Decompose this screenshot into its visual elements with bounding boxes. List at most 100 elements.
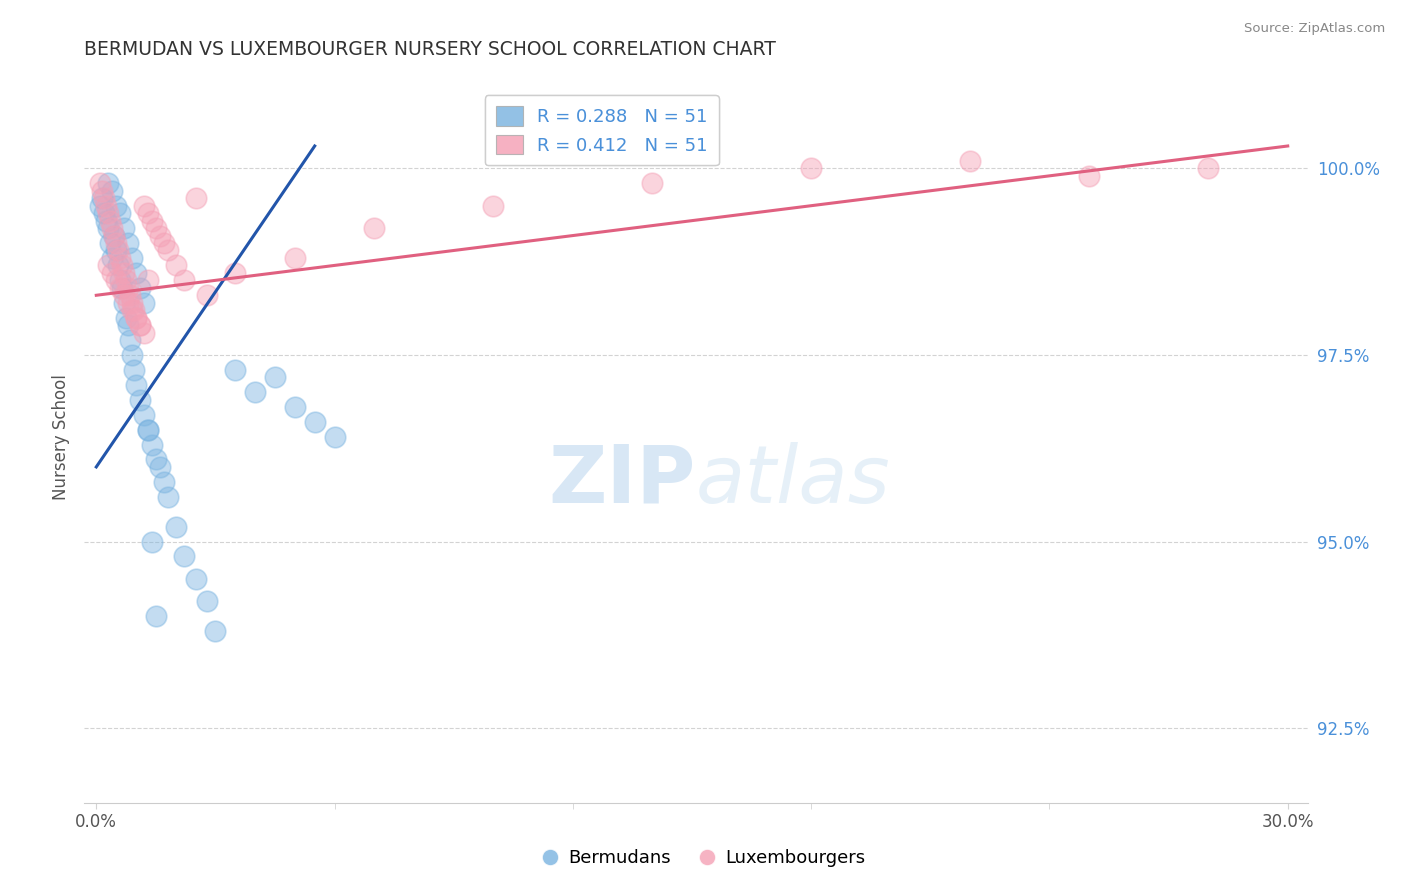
Point	[125, 266, 148, 280]
Point	[121, 348, 143, 362]
Point	[118, 288, 141, 302]
Point	[112, 266, 135, 280]
Point	[121, 303, 143, 318]
Point	[641, 177, 664, 191]
Point	[112, 288, 135, 302]
Point	[108, 273, 131, 287]
Point	[224, 266, 246, 280]
Point	[122, 303, 145, 318]
Text: atlas: atlas	[696, 442, 891, 520]
Point	[132, 199, 155, 213]
Point	[97, 259, 120, 273]
Point	[165, 259, 187, 273]
Point	[117, 295, 139, 310]
Point	[136, 423, 159, 437]
Point	[197, 288, 219, 302]
Point	[93, 191, 115, 205]
Text: Source: ZipAtlas.com: Source: ZipAtlas.com	[1244, 22, 1385, 36]
Point	[149, 228, 172, 243]
Point	[105, 273, 128, 287]
Point	[89, 177, 111, 191]
Point	[132, 326, 155, 340]
Point	[145, 221, 167, 235]
Point	[97, 221, 120, 235]
Point	[129, 392, 152, 407]
Point	[105, 199, 128, 213]
Point	[173, 273, 195, 287]
Point	[141, 534, 163, 549]
Point	[197, 594, 219, 608]
Point	[98, 213, 121, 227]
Point	[103, 228, 125, 243]
Point	[97, 177, 120, 191]
Point	[118, 333, 141, 347]
Point	[91, 191, 114, 205]
Point	[107, 244, 129, 258]
Point	[136, 423, 159, 437]
Point	[323, 430, 346, 444]
Point	[96, 213, 118, 227]
Point	[117, 281, 139, 295]
Point	[152, 235, 174, 250]
Point	[93, 206, 115, 220]
Point	[136, 206, 159, 220]
Point	[105, 244, 128, 258]
Point	[125, 377, 148, 392]
Point	[1197, 161, 1219, 176]
Point	[115, 273, 138, 287]
Point	[105, 235, 128, 250]
Point	[224, 363, 246, 377]
Point	[959, 153, 981, 168]
Point	[111, 281, 134, 295]
Point	[184, 572, 207, 586]
Point	[800, 161, 823, 176]
Point	[129, 318, 152, 332]
Point	[112, 221, 135, 235]
Point	[482, 199, 505, 213]
Point	[145, 609, 167, 624]
Point	[152, 475, 174, 489]
Point	[284, 401, 307, 415]
Point	[284, 251, 307, 265]
Point	[108, 281, 131, 295]
Point	[136, 273, 159, 287]
Point	[112, 295, 135, 310]
Point	[125, 310, 148, 325]
Point	[145, 452, 167, 467]
Point	[121, 251, 143, 265]
Point	[156, 490, 179, 504]
Point	[363, 221, 385, 235]
Point	[103, 228, 125, 243]
Point	[89, 199, 111, 213]
Point	[121, 295, 143, 310]
Text: BERMUDAN VS LUXEMBOURGER NURSERY SCHOOL CORRELATION CHART: BERMUDAN VS LUXEMBOURGER NURSERY SCHOOL …	[84, 39, 776, 59]
Point	[117, 235, 139, 250]
Point	[108, 251, 131, 265]
Point	[264, 370, 287, 384]
Point	[98, 235, 121, 250]
Point	[122, 363, 145, 377]
Point	[243, 385, 266, 400]
Point	[184, 191, 207, 205]
Point	[111, 259, 134, 273]
Point	[107, 259, 129, 273]
Point	[101, 251, 124, 265]
Text: ZIP: ZIP	[548, 442, 696, 520]
Point	[204, 624, 226, 639]
Point	[149, 459, 172, 474]
Point	[129, 318, 152, 332]
Legend: Bermudans, Luxembourgers: Bermudans, Luxembourgers	[534, 842, 872, 874]
Point	[96, 199, 118, 213]
Point	[97, 206, 120, 220]
Point	[156, 244, 179, 258]
Point	[132, 295, 155, 310]
Point	[173, 549, 195, 564]
Point	[129, 281, 152, 295]
Point	[304, 415, 326, 429]
Point	[108, 206, 131, 220]
Legend: R = 0.288   N = 51, R = 0.412   N = 51: R = 0.288 N = 51, R = 0.412 N = 51	[485, 95, 718, 166]
Point	[165, 519, 187, 533]
Point	[101, 266, 124, 280]
Y-axis label: Nursery School: Nursery School	[52, 374, 70, 500]
Point	[101, 221, 124, 235]
